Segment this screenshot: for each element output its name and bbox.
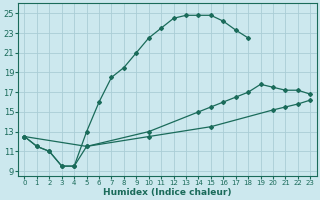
X-axis label: Humidex (Indice chaleur): Humidex (Indice chaleur)	[103, 188, 232, 197]
